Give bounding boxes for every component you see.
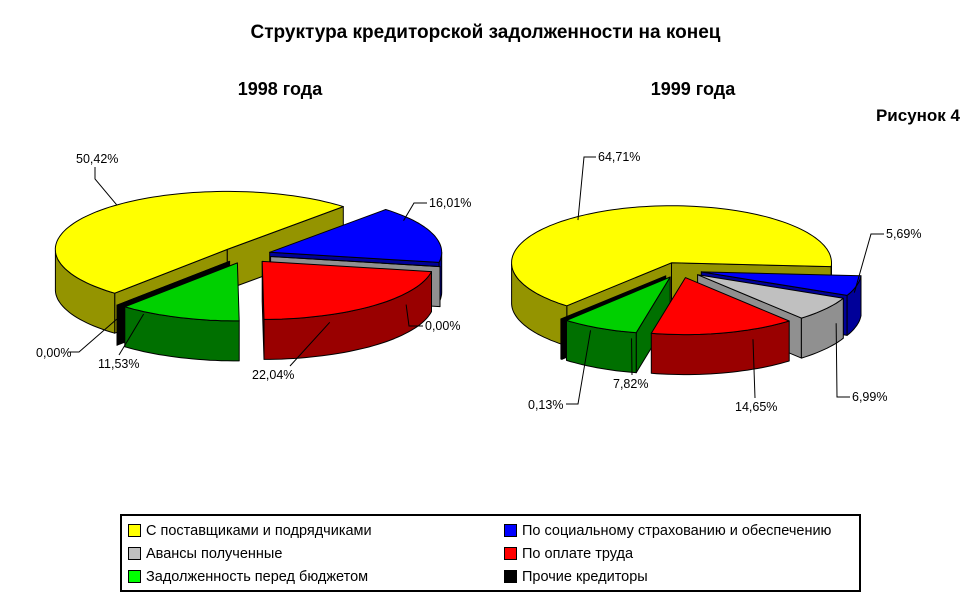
figure-caption: Рисунок 4 <box>875 106 960 125</box>
label-leader-line <box>853 233 884 293</box>
slice-top-face <box>697 274 844 319</box>
label-leader-line <box>289 321 331 367</box>
legend-swatch-budget <box>128 570 141 583</box>
slice-label-suppliers: 64,71% <box>598 150 640 164</box>
slice-top-face <box>566 276 671 334</box>
legend-item-label: Прочие кредиторы <box>522 568 648 585</box>
slice-label-advances: 6,99% <box>852 390 887 404</box>
slice-label-other-creditors: 0,00% <box>36 346 71 360</box>
legend-item-label: С поставщиками и подрядчиками <box>146 522 372 539</box>
slice-top-face <box>116 260 231 306</box>
legend-item-label: По оплате труда <box>522 545 634 562</box>
subtitle-1999: 1999 года <box>650 79 736 99</box>
label-leader-line <box>577 156 596 221</box>
label-leader-line <box>405 304 423 327</box>
slice-top-face <box>650 277 790 336</box>
slice-top-face <box>560 275 667 320</box>
slice-label-social-insurance: 16,01% <box>429 196 471 210</box>
label-leader-line <box>94 167 118 206</box>
slice-top-face <box>261 260 432 320</box>
slice-top-face <box>54 190 344 294</box>
legend-item: Задолженность перед бюджетом <box>126 569 502 585</box>
legend: С поставщиками и подрядчиками По социальн… <box>120 514 861 592</box>
slice-top-face <box>124 262 240 322</box>
pie-1998-года <box>54 190 443 362</box>
legend-item: По оплате труда <box>502 546 855 562</box>
slice-label-budget: 11,53% <box>98 357 139 371</box>
slice-label-other-creditors: 0,13% <box>528 398 563 412</box>
legend-item: По социальному страхованию и обеспечению <box>502 523 855 539</box>
slice-label-budget: 7,82% <box>613 377 648 391</box>
slice-label-wages: 22,04% <box>252 368 294 382</box>
slice-top-face <box>270 256 441 268</box>
legend-swatch-suppliers <box>128 524 141 537</box>
pie-slice-budget <box>124 262 240 362</box>
label-leader-line <box>68 318 118 353</box>
legend-swatch-other-creditors <box>504 570 517 583</box>
slice-label-advances: 0,00% <box>425 319 460 333</box>
chart-title: Структура кредиторской задолженности на … <box>250 22 721 43</box>
legend-item: Авансы полученные <box>126 546 502 562</box>
slice-top-face <box>269 209 443 263</box>
pie-slice-wages <box>650 277 790 376</box>
slice-top-face <box>511 205 832 307</box>
legend-item: С поставщиками и подрядчиками <box>126 523 502 539</box>
legend-item-label: Авансы полученные <box>146 545 283 562</box>
legend-item: Прочие кредиторы <box>502 569 855 585</box>
label-leader-line <box>835 323 850 398</box>
legend-item-label: Задолженность перед бюджетом <box>146 568 369 585</box>
legend-swatch-advances <box>128 547 141 560</box>
label-leader-line <box>118 313 145 356</box>
pie-1999-года <box>511 205 862 376</box>
pie-slice-wages <box>261 260 432 360</box>
slice-label-social-insurance: 5,69% <box>886 227 921 241</box>
slice-rim-wall <box>560 318 563 360</box>
subtitle-1998: 1998 года <box>237 79 323 99</box>
label-leader-line <box>752 339 756 399</box>
label-leader-line <box>566 330 592 405</box>
label-leader-line <box>403 202 427 221</box>
slice-label-suppliers: 50,42% <box>76 152 118 166</box>
legend-item-label: По социальному страхованию и обеспечению <box>522 522 832 539</box>
legend-swatch-social-insurance <box>504 524 517 537</box>
pie-slice-budget <box>566 276 671 374</box>
slice-label-wages: 14,65% <box>735 400 777 414</box>
legend-swatch-wages <box>504 547 517 560</box>
